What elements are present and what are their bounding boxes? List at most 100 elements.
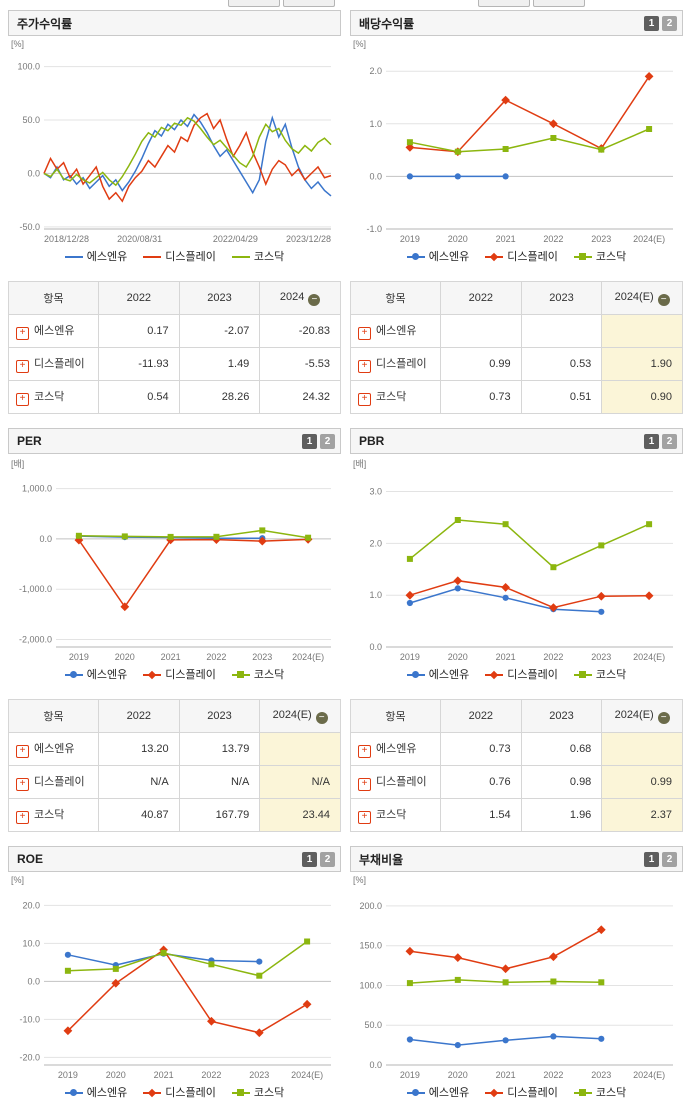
- legend-item-snu[interactable]: 에스엔유: [406, 1084, 469, 1100]
- th-2024e-label: 2024(E): [614, 708, 654, 721]
- expand-row-icon[interactable]: [16, 393, 29, 406]
- legend-item-snu[interactable]: 에스엔유: [406, 248, 469, 264]
- svg-text:2018/12/28: 2018/12/28: [44, 234, 89, 244]
- truncated-button[interactable]: [228, 0, 280, 7]
- expand-row-icon[interactable]: [16, 360, 29, 373]
- legend-item-display[interactable]: 디스플레이: [143, 1084, 216, 1100]
- pbr-table: 항목 2022 2023 2024(E) 에스엔유 0.73 0.68 디스플레…: [350, 699, 683, 832]
- legend-square-marker: [573, 670, 592, 679]
- cell: 40.87: [98, 798, 180, 832]
- axis-unit-label: [%]: [353, 39, 367, 49]
- svg-text:2021: 2021: [161, 652, 181, 662]
- svg-text:2019: 2019: [69, 652, 89, 662]
- cell: 0.54: [98, 380, 180, 414]
- expand-row-icon[interactable]: [16, 745, 29, 758]
- table-row: 에스엔유 13.20 13.79: [8, 732, 341, 766]
- cell: -20.83: [259, 314, 341, 348]
- cell: 24.32: [259, 380, 341, 414]
- panel-title: PER: [17, 434, 42, 448]
- panel-header: PBR 1 2: [350, 428, 683, 454]
- expand-row-icon[interactable]: [358, 360, 371, 373]
- cell: 0.17: [98, 314, 180, 348]
- truncated-button[interactable]: [533, 0, 585, 7]
- legend-label: 에스엔유: [86, 669, 128, 681]
- svg-text:2024(E): 2024(E): [633, 1070, 665, 1080]
- legend-item-display[interactable]: 디스플레이: [485, 248, 558, 264]
- expand-row-icon[interactable]: [16, 811, 29, 824]
- legend-item-snu[interactable]: 에스엔유: [64, 1084, 127, 1100]
- collapse-column-icon[interactable]: [657, 711, 670, 724]
- axis-unit-label: [%]: [11, 875, 25, 885]
- pager-button-1[interactable]: 1: [644, 851, 659, 867]
- truncated-button[interactable]: [478, 0, 530, 7]
- legend-item-display[interactable]: 디스플레이: [143, 248, 216, 264]
- pager: 1 2: [644, 851, 677, 867]
- legend-label: 에스엔유: [86, 251, 128, 263]
- pager-button-1[interactable]: 1: [302, 851, 317, 867]
- th-item: 항목: [8, 281, 99, 315]
- svg-text:150.0: 150.0: [359, 941, 382, 951]
- pager-button-2[interactable]: 2: [662, 15, 677, 31]
- legend-item-snu[interactable]: 에스엔유: [64, 248, 128, 264]
- legend-item-snu[interactable]: 에스엔유: [64, 666, 128, 682]
- expand-row-icon[interactable]: [16, 778, 29, 791]
- pager-button-1[interactable]: 1: [302, 433, 317, 449]
- legend-item-display[interactable]: 디스플레이: [485, 666, 558, 682]
- legend-line-swatch: [231, 252, 250, 261]
- svg-text:1,000.0: 1,000.0: [22, 484, 52, 494]
- row-label: 코스닥: [376, 809, 407, 821]
- legend-item-kosdaq[interactable]: 코스닥: [573, 248, 626, 264]
- row-label: 디스플레이: [376, 776, 427, 788]
- table-header-row: 항목 2022 2023 2024(E): [350, 699, 683, 733]
- panel-pbr: PBR 1 2 [배] 3.0 2.0 1.0 0.0 2019 2020 2021 2022…: [350, 428, 683, 685]
- legend-item-display[interactable]: 디스플레이: [143, 666, 216, 682]
- pager-button-2[interactable]: 2: [320, 433, 335, 449]
- legend-item-kosdaq[interactable]: 코스닥: [231, 1084, 284, 1100]
- expand-row-icon[interactable]: [358, 745, 371, 758]
- cell: 28.26: [178, 380, 261, 414]
- pager-button-1[interactable]: 1: [644, 15, 659, 31]
- expand-row-icon[interactable]: [16, 327, 29, 340]
- pager-button-2[interactable]: 2: [320, 851, 335, 867]
- legend-square-marker: [231, 1088, 250, 1097]
- expand-row-icon[interactable]: [358, 811, 371, 824]
- cell: 0.98: [520, 765, 603, 799]
- expand-row-icon[interactable]: [358, 778, 371, 791]
- th-2022: 2022: [440, 281, 522, 315]
- legend-item-kosdaq[interactable]: 코스닥: [573, 1084, 626, 1100]
- th-2024e: 2024(E): [601, 699, 683, 733]
- svg-text:2023: 2023: [252, 652, 272, 662]
- pager-button-2[interactable]: 2: [662, 851, 677, 867]
- th-2023: 2023: [178, 699, 261, 733]
- legend-label: 디스플레이: [165, 1087, 216, 1099]
- pager-button-1[interactable]: 1: [644, 433, 659, 449]
- svg-text:0.0: 0.0: [39, 534, 52, 544]
- legend-item-kosdaq[interactable]: 코스닥: [573, 666, 626, 682]
- debt-ratio-chart: 200.0 150.0 100.0 50.0 0.0 2019 2020 2021 2022 20…: [359, 901, 673, 1080]
- cell: 0.99: [601, 765, 683, 799]
- legend-line-swatch: [143, 252, 162, 261]
- expand-row-icon[interactable]: [358, 393, 371, 406]
- collapse-column-icon[interactable]: [308, 293, 321, 306]
- collapse-column-icon[interactable]: [315, 711, 328, 724]
- expand-row-icon[interactable]: [358, 327, 371, 340]
- row-label: 디스플레이: [376, 358, 427, 370]
- cell: 2.37: [601, 798, 683, 832]
- cell: 0.90: [601, 380, 683, 414]
- pager-button-2[interactable]: 2: [662, 433, 677, 449]
- collapse-column-icon[interactable]: [657, 293, 670, 306]
- legend-item-kosdaq[interactable]: 코스닥: [231, 666, 284, 682]
- per-table: 항목 2022 2023 2024(E) 에스엔유 13.20 13.79 디스…: [8, 699, 341, 832]
- svg-text:1.0: 1.0: [369, 119, 382, 129]
- cell: 0.73: [440, 380, 522, 414]
- svg-text:0.0: 0.0: [369, 1060, 382, 1070]
- legend-item-display[interactable]: 디스플레이: [485, 1084, 558, 1100]
- legend-item-kosdaq[interactable]: 코스닥: [231, 248, 284, 264]
- legend-item-snu[interactable]: 에스엔유: [406, 666, 469, 682]
- price-chart-legend: 에스엔유 디스플레이 코스닥: [8, 245, 341, 267]
- debt-chart-legend: 에스엔유 디스플레이 코스닥: [350, 1081, 683, 1103]
- cell: [440, 314, 522, 348]
- truncated-button[interactable]: [283, 0, 335, 7]
- svg-text:2022: 2022: [543, 234, 563, 244]
- truncated-toolbar-left: [228, 0, 335, 7]
